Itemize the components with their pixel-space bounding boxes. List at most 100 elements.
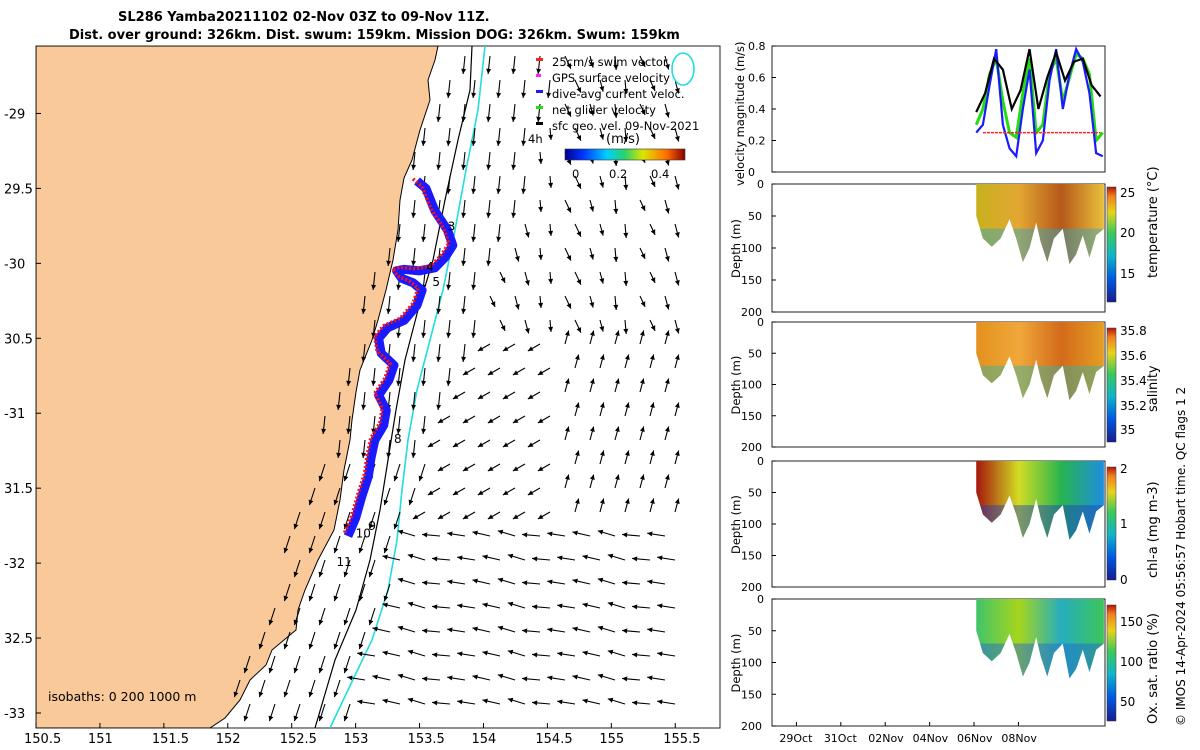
sal-cb-tick-35.2: 35.2 <box>1120 399 1147 413</box>
current-vector-216 <box>574 450 580 465</box>
current-vector-319 <box>308 631 316 650</box>
current-vector-1 <box>486 55 492 74</box>
current-vector-18 <box>674 79 680 94</box>
current-vector-127 <box>471 319 477 338</box>
section-panel-oxygen-saturation: 0 50 100 150 200 Depth (m) <box>729 593 1106 733</box>
current-vector-119 <box>589 295 595 308</box>
section-data-1 <box>976 322 1104 401</box>
section-panel-temperature: 0 50 100 150 200 Depth (m) <box>729 178 1106 319</box>
current-vector-144 <box>564 330 570 345</box>
current-vector-35 <box>574 127 582 141</box>
current-vector-340 <box>382 650 401 657</box>
current-vector-43 <box>486 151 492 170</box>
temp-cb-tick-25: 25 <box>1120 186 1135 200</box>
current-vector-155 <box>487 367 501 376</box>
current-vector-211 <box>437 463 451 472</box>
map-xtick-152: 152 <box>216 732 241 747</box>
current-vector-247 <box>574 498 580 513</box>
speed-colorbar <box>564 148 686 161</box>
map-xtick-154.5: 154.5 <box>535 732 572 747</box>
day-label-10: 10 <box>356 527 371 541</box>
current-vector-315 <box>632 604 651 610</box>
current-vector-27 <box>639 103 646 116</box>
current-vector-284 <box>283 583 291 602</box>
current-vector-226 <box>427 487 441 496</box>
section-panel-salinity: 0 50 100 150 200 Depth (m) <box>729 316 1106 454</box>
current-vector-11 <box>496 79 502 98</box>
map-xtick-152.5: 152.5 <box>280 732 317 747</box>
current-vector-147 <box>639 330 645 345</box>
current-vector-227 <box>452 487 466 496</box>
current-vector-338 <box>343 655 351 674</box>
velocity-series-2 <box>975 48 1102 113</box>
current-vector-8 <box>664 55 670 70</box>
current-vector-302 <box>318 607 326 626</box>
current-vector-44 <box>511 151 517 170</box>
current-vector-83 <box>649 223 656 236</box>
depth-section-panels: 0 50 100 150 200 Depth (m) 0 50 100 150 200 Depth (… <box>729 178 1106 733</box>
current-vector-113 <box>436 295 442 314</box>
current-vector-135 <box>674 319 680 334</box>
current-vector-134 <box>649 319 656 332</box>
map-ytick-3: 30.5 <box>4 332 33 347</box>
current-vector-254 <box>333 535 341 554</box>
current-vector-200 <box>527 439 541 448</box>
current-vector-282 <box>632 556 651 562</box>
depth-tick-0-0: 0 <box>757 178 764 191</box>
current-vector-271 <box>368 559 376 578</box>
current-vector-202 <box>589 426 595 441</box>
current-vector-174 <box>614 378 620 393</box>
current-vector-219 <box>649 450 655 465</box>
current-vector-333 <box>647 627 666 633</box>
current-vector-198 <box>477 439 491 448</box>
current-vector-145 <box>589 330 595 345</box>
velocity-ytick-3: 0.6 <box>748 72 766 85</box>
current-vector-100 <box>446 271 452 290</box>
colorbar-tick-0: 0 <box>572 167 579 181</box>
current-vector-92 <box>564 247 572 261</box>
current-vector-380 <box>482 698 501 705</box>
salinity-colorbar <box>1106 327 1117 443</box>
current-vector-140 <box>461 343 467 362</box>
current-vector-152 <box>421 367 427 386</box>
glider-positions <box>342 177 451 535</box>
depth-ylabel-2: Depth (m) <box>729 495 743 554</box>
current-vector-57 <box>574 175 582 189</box>
current-vector-346 <box>532 652 551 658</box>
velocity-ytick-1: 0.2 <box>748 135 766 148</box>
current-vector-243 <box>462 511 476 520</box>
current-vector-206 <box>318 463 326 482</box>
current-vector-368 <box>622 676 641 682</box>
current-vector-52 <box>446 175 452 194</box>
isobath-1000 <box>329 46 486 728</box>
velocity-ylabel: velocity magnitude (m/s) <box>733 41 747 186</box>
current-vector-241 <box>412 511 426 520</box>
current-vector-337 <box>318 655 326 674</box>
map-xtick-153: 153 <box>344 732 369 747</box>
current-vector-122 <box>664 295 670 310</box>
current-vector-298 <box>622 580 641 586</box>
current-vector-295 <box>547 579 566 585</box>
current-vector-384 <box>582 698 601 705</box>
figure-title-line2: Dist. over ground: 326km. Dist. swum: 15… <box>69 28 680 43</box>
current-vector-217 <box>599 450 605 465</box>
current-vector-188 <box>599 402 605 417</box>
current-vector-360 <box>422 676 441 682</box>
current-vector-258 <box>422 532 441 538</box>
current-vector-192 <box>336 439 342 458</box>
current-vector-369 <box>647 675 666 681</box>
current-vector-149 <box>346 367 352 386</box>
current-vector-372 <box>293 703 301 722</box>
velocity-panel: 0 0.2 0.4 0.6 0.8 <box>748 40 1106 179</box>
current-vector-55 <box>521 175 527 194</box>
current-vector-289 <box>397 577 416 585</box>
current-vector-64 <box>461 199 467 218</box>
legend-geo-marker <box>536 122 543 125</box>
current-vector-85 <box>386 247 392 266</box>
current-vector-240 <box>393 511 401 530</box>
current-vector-351 <box>657 651 676 657</box>
section-data-0 <box>976 184 1104 264</box>
current-vector-131 <box>574 319 582 333</box>
current-vector-294 <box>522 580 541 586</box>
current-vector-287 <box>358 583 366 602</box>
